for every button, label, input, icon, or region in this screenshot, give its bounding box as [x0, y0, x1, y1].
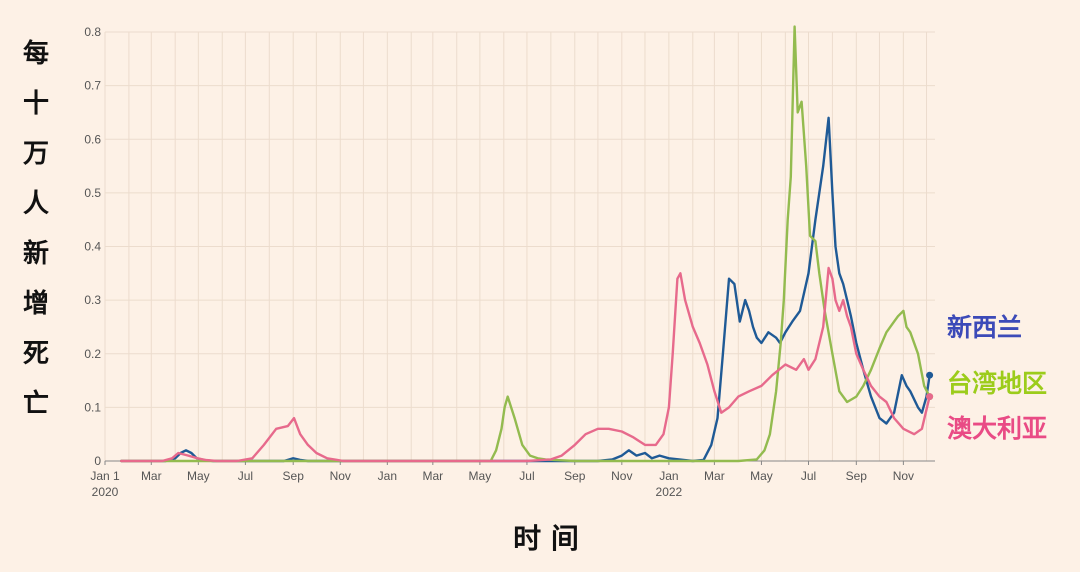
series-end-point: [926, 371, 934, 379]
x-tick-label: Jan 1: [90, 469, 120, 483]
series-label: 澳大利亚: [947, 414, 1047, 443]
x-tick-label: Jan: [659, 469, 678, 483]
x-tick-label: Jul: [801, 469, 816, 483]
series-label: 新西兰: [947, 313, 1022, 342]
x-tick-label: Sep: [283, 469, 305, 483]
x-tick-label: Nov: [611, 469, 632, 483]
y-axis-label-char: 增: [23, 288, 49, 319]
x-tick-label: Mar: [422, 469, 443, 483]
y-tick-label: 0.6: [84, 132, 101, 146]
x-tick-label: Jan: [378, 469, 397, 483]
x-axis-label: 时 间: [513, 522, 579, 555]
y-axis-ticks: 0 0.1 0.2 0.3 0.4 0.5 0.6 0.7 0.8: [84, 25, 101, 468]
y-axis-label-char: 人: [23, 189, 49, 219]
x-tick-label: Mar: [704, 469, 725, 483]
series-line-0: [119, 116, 931, 463]
y-tick-label: 0.1: [84, 400, 101, 414]
x-tick-label: May: [469, 469, 492, 483]
grid: [104, 31, 935, 462]
x-tick-year-label: 2020: [92, 485, 119, 499]
y-tick-label: 0.5: [84, 186, 101, 200]
x-tick-label: Mar: [141, 469, 162, 483]
x-tick-year-label: 2022: [656, 485, 683, 499]
x-tick-label: Nov: [893, 469, 914, 483]
x-tick-label: Sep: [564, 469, 586, 483]
y-tick-label: 0.2: [84, 347, 101, 361]
y-axis-label-char: 亡: [23, 388, 49, 419]
y-axis-label-char: 新: [23, 238, 49, 269]
y-tick-label: 0.3: [84, 293, 101, 307]
x-tick-label: Jul: [519, 469, 534, 483]
series-lines: [119, 25, 934, 463]
x-tick-label: May: [187, 469, 210, 483]
series-line-2: [119, 266, 931, 463]
series-line-1: [119, 25, 931, 463]
x-tick-label: Nov: [330, 469, 351, 483]
y-tick-label: 0: [94, 454, 101, 468]
y-tick-label: 0.7: [84, 79, 101, 93]
y-tick-label: 0.8: [84, 25, 101, 39]
series-label: 台湾地区: [947, 369, 1047, 398]
y-axis-label-char: 死: [23, 339, 49, 369]
x-tick-label: Jul: [238, 469, 253, 483]
y-axis-label-char: 每: [23, 38, 49, 69]
y-tick-label: 0.4: [84, 240, 101, 254]
x-tick-label: Sep: [846, 469, 868, 483]
y-axis-label-char: 十: [23, 89, 49, 119]
series-end-point: [926, 393, 934, 401]
x-axis-ticks: Jan 1 2020 Mar May Jul Sep Nov Jan Mar May Jul Sep N…: [90, 461, 914, 499]
y-axis-label-char: 万: [23, 139, 49, 169]
x-tick-label: May: [750, 469, 773, 483]
